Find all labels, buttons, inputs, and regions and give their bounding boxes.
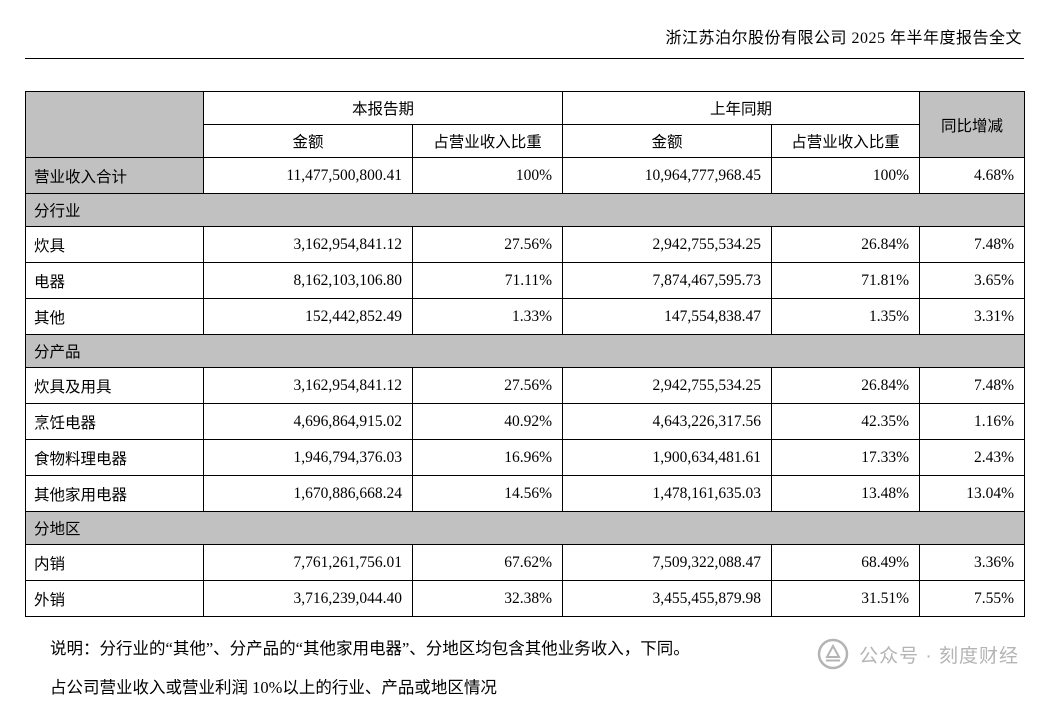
table-row: 电器 8,162,103,106.80 71.11% 7,874,467,595.73… [25,262,1026,299]
report-header: 浙江苏泊尔股份有限公司 2025 年半年度报告全文 [25,0,1024,59]
current-pct-cell: 14.56% [411,475,564,512]
current-pct-cell: 32.38% [411,580,564,617]
watermark-text: 公众号 · 刻度财经 [859,645,1019,667]
prior-amount-cell: 2,942,755,534.25 [562,226,773,263]
current-amount-header: 金额 [203,124,413,158]
row-label: 其他 [25,298,204,335]
table-row: 炊具及用具 3,162,954,841.12 27.56% 2,942,755,534… [25,367,1026,404]
table-header-row-1: 本报告期 上年同期 同比增减 [25,91,1026,158]
row-label: 电器 [25,262,204,299]
row-label: 内销 [25,544,204,581]
yoy-change-cell: 2.43% [919,439,1026,476]
current-amount-cell: 7,761,261,756.01 [203,544,413,581]
row-label: 其他家用电器 [25,475,204,512]
section-label: 分地区 [24,511,1026,545]
current-amount-cell: 4,696,864,915.02 [203,403,413,440]
table-row: 食物料理电器 1,946,794,376.03 16.96% 1,900,634,48… [25,439,1026,476]
prior-amount-cell: 10,964,777,968.45 [562,157,773,194]
prior-amount-cell: 147,554,838.47 [562,298,773,335]
current-amount-cell: 8,162,103,106.80 [203,262,413,299]
footnote-line-2: 占公司营业收入或营业利润 10%以上的行业、产品或地区情况 [50,677,497,697]
table-header-row-2: 金额 占营业收入比重 金额 占营业收入比重 [26,124,1025,158]
prior-amount-cell: 3,455,455,879.98 [562,580,773,617]
prior-pct-cell: 68.49% [771,544,921,581]
current-pct-cell: 1.33% [411,298,564,335]
current-amount-cell: 3,162,954,841.12 [203,367,413,404]
section-row: 分地区 [24,511,1026,545]
row-label: 食物料理电器 [25,439,204,476]
current-amount-cell: 11,477,500,800.41 [203,157,413,194]
prior-amount-cell: 7,509,322,088.47 [562,544,773,581]
table-row: 炊具 3,162,954,841.12 27.56% 2,942,755,534.25… [25,226,1026,263]
row-label: 营业收入合计 [25,157,204,194]
prior-amount-cell: 4,643,226,317.56 [562,403,773,440]
row-label: 炊具及用具 [25,367,204,404]
revenue-breakdown-table: 本报告期 上年同期 同比增减 金额 占营业收入比重 金额 占营业收入比重 营业收… [24,91,1026,617]
prior-amount-cell: 2,942,755,534.25 [562,367,773,404]
prior-pct-header: 占营业收入比重 [771,124,921,158]
prior-pct-cell: 1.35% [771,298,921,335]
table-row: 外销 3,716,239,044.40 32.38% 3,455,455,879.98… [25,580,1026,617]
yoy-change-cell: 3.36% [919,544,1026,581]
table-row: 其他家用电器 1,670,886,668.24 14.56% 1,478,161,63… [25,475,1026,512]
yoy-change-cell: 3.65% [919,262,1026,299]
prior-amount-cell: 1,900,634,481.61 [562,439,773,476]
prior-amount-header: 金额 [562,124,773,158]
current-pct-cell: 40.92% [411,403,564,440]
current-pct-cell: 71.11% [411,262,564,299]
section-label: 分行业 [24,193,1026,227]
yoy-change-cell: 4.68% [919,157,1026,194]
current-pct-cell: 27.56% [411,367,564,404]
prior-pct-cell: 13.48% [771,475,921,512]
prior-pct-cell: 31.51% [771,580,921,617]
report-body: 本报告期 上年同期 同比增减 金额 占营业收入比重 金额 占营业收入比重 营业收… [24,91,1026,708]
current-pct-cell: 27.56% [411,226,564,263]
section-row: 分产品 [24,334,1026,368]
footnotes: 说明：分行业的“其他”、分产品的“其他家用电器”、分地区均包含其他业务收入，下同… [50,630,999,708]
row-label: 外销 [25,580,204,617]
current-pct-cell: 67.62% [411,544,564,581]
current-amount-cell: 1,946,794,376.03 [203,439,413,476]
current-pct-cell: 100% [411,157,564,194]
row-label: 炊具 [25,226,204,263]
report-title: 浙江苏泊尔股份有限公司 2025 年半年度报告全文 [665,30,1022,47]
yoy-change-cell: 13.04% [919,475,1026,512]
current-pct-cell: 16.96% [411,439,564,476]
table-row: 营业收入合计 11,477,500,800.41 100% 10,964,777,96… [25,157,1026,194]
current-amount-cell: 3,162,954,841.12 [203,226,413,263]
prior-pct-cell: 100% [771,157,921,194]
table-row: 其他 152,442,852.49 1.33% 147,554,838.47 1.35%… [25,298,1026,335]
table-row: 内销 7,761,261,756.01 67.62% 7,509,322,088.47… [25,544,1026,581]
watermark-logo-icon [817,638,849,670]
yoy-change-cell: 3.31% [919,298,1026,335]
section-label: 分产品 [24,334,1026,368]
prior-pct-cell: 26.84% [771,226,921,263]
current-amount-cell: 1,670,886,668.24 [203,475,413,512]
yoy-change-cell: 1.16% [919,403,1026,440]
current-period-header: 本报告期 [202,91,564,125]
current-amount-cell: 3,716,239,044.40 [203,580,413,617]
prior-pct-cell: 71.81% [771,262,921,299]
table-row: 烹饪电器 4,696,864,915.02 40.92% 4,643,226,317.… [25,403,1026,440]
row-label: 烹饪电器 [25,403,204,440]
prior-period-header: 上年同期 [562,91,921,125]
prior-amount-cell: 1,478,161,635.03 [562,475,773,512]
section-row: 分行业 [24,193,1026,227]
footnote-line-1: 说明：分行业的“其他”、分产品的“其他家用电器”、分地区均包含其他业务收入，下同… [50,639,690,658]
yoy-change-cell: 7.55% [919,580,1026,617]
corner-cell [25,91,204,158]
prior-pct-cell: 17.33% [771,439,921,476]
prior-amount-cell: 7,874,467,595.73 [562,262,773,299]
yoy-change-cell: 7.48% [919,367,1026,404]
yoy-change-header: 同比增减 [919,91,1026,158]
prior-pct-cell: 42.35% [771,403,921,440]
watermark: 公众号 · 刻度财经 [817,638,1019,670]
current-amount-cell: 152,442,852.49 [203,298,413,335]
prior-pct-cell: 26.84% [771,367,921,404]
current-pct-header: 占营业收入比重 [411,124,564,158]
yoy-change-cell: 7.48% [919,226,1026,263]
